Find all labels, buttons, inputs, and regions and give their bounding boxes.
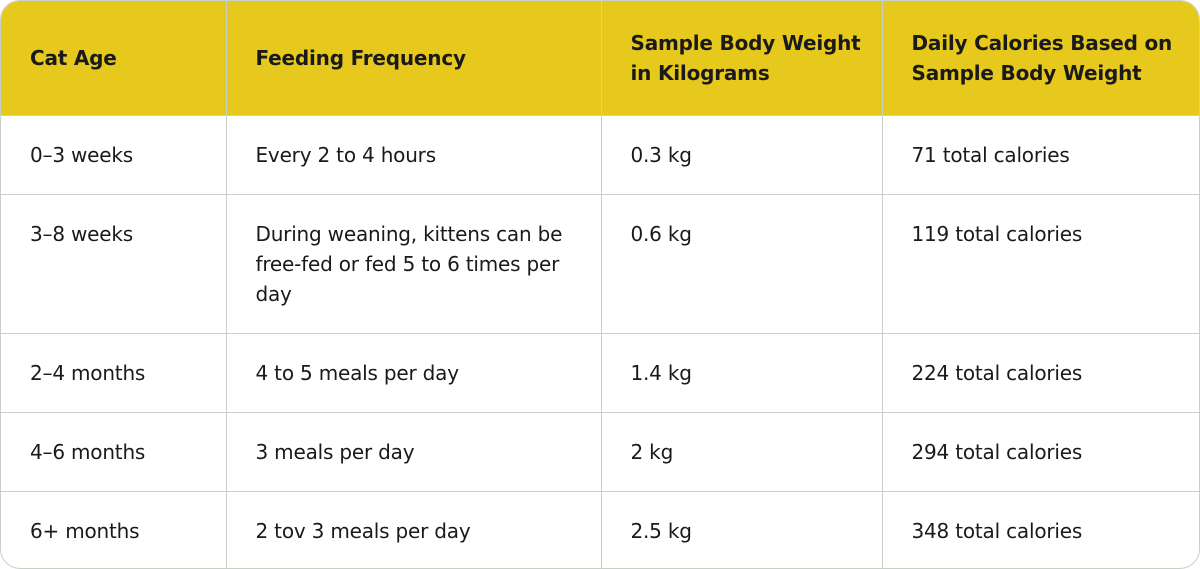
- table-cell: 0.6 kg: [601, 194, 883, 334]
- table-cell: During weaning, kittens can be free-fed …: [226, 194, 602, 334]
- table-row: 2–4 months 4 to 5 meals per day 1.4 kg 224 …: [1, 333, 1199, 413]
- table-body: 0–3 weeks Every 2 to 4 hours 0.3 kg 71 tota…: [1, 115, 1199, 568]
- table-cell: 2 kg: [601, 412, 883, 492]
- table-cell: 3 meals per day: [226, 412, 602, 492]
- table-cell: 4–6 months: [1, 412, 227, 492]
- table-header: Cat Age Feeding Frequency Sample Body Weig…: [1, 1, 1199, 116]
- table-cell: Every 2 to 4 hours: [226, 115, 602, 195]
- table-cell: 294 total calories: [882, 412, 1199, 492]
- table-row: 4–6 months 3 meals per day 2 kg 294 total c…: [1, 412, 1199, 492]
- header-cell: Daily Calories Based on Sample Body Weig…: [882, 1, 1199, 116]
- table-cell: 0.3 kg: [601, 115, 883, 195]
- table-row: 0–3 weeks Every 2 to 4 hours 0.3 kg 71 tota…: [1, 115, 1199, 195]
- header-cell: Feeding Frequency: [226, 1, 602, 116]
- table-cell: 1.4 kg: [601, 333, 883, 413]
- table-cell: 224 total calories: [882, 333, 1199, 413]
- table-row: 3–8 weeks During weaning, kittens can be …: [1, 194, 1199, 334]
- table-cell: 71 total calories: [882, 115, 1199, 195]
- table-cell: 4 to 5 meals per day: [226, 333, 602, 413]
- table-cell: 2–4 months: [1, 333, 227, 413]
- table-cell: 3–8 weeks: [1, 194, 227, 334]
- header-row: Cat Age Feeding Frequency Sample Body Weig…: [1, 1, 1199, 116]
- table-cell: 2 tov 3 meals per day: [226, 491, 602, 568]
- table-cell: 348 total calories: [911, 519, 1083, 543]
- header-cell: Sample Body Weight in Kilograms: [601, 1, 883, 116]
- table-cell: 119 total calories: [882, 194, 1199, 334]
- table-row: 6+ months 2 tov 3 meals per day 2.5 kg 348 …: [1, 491, 1199, 568]
- table-cell: 6+ months: [1, 491, 227, 568]
- table-cell: 2.5 kg: [601, 491, 883, 568]
- header-cell: Cat Age: [1, 1, 227, 116]
- table-cell: 0–3 weeks: [1, 115, 227, 195]
